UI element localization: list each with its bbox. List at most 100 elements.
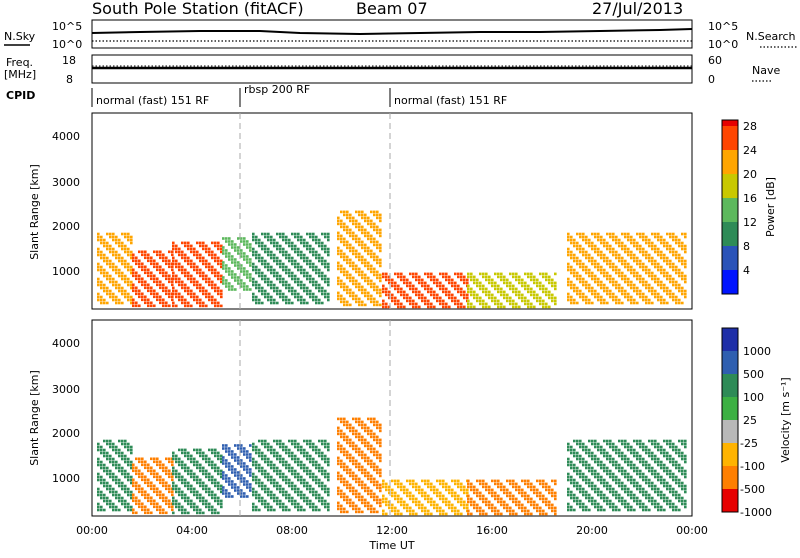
power-scatter	[97, 210, 687, 309]
cpid-segment-3: normal (fast) 151 RF	[394, 94, 507, 107]
power-cbar-8: 8	[743, 240, 750, 253]
velocity-ytick-4000: 4000	[52, 337, 80, 350]
x-axis-label: Time UT	[368, 539, 414, 552]
velocity-cbar-25: 25	[743, 414, 757, 427]
velocity-colorbar-4	[722, 420, 738, 443]
power-cbar-20: 20	[743, 168, 757, 181]
power-ylabel: Slant Range [km]	[28, 164, 41, 260]
power-colorbar-3	[722, 198, 738, 222]
power-cbar-16: 16	[743, 192, 757, 205]
xtick-2000: 20:00	[576, 524, 608, 537]
power-colorbar-1	[722, 246, 738, 270]
velocity-ytick-2000: 2000	[52, 427, 80, 440]
power-colorbar-2	[722, 222, 738, 246]
nsky-label: N.Sky	[4, 30, 36, 43]
velocity-cbar-500: 500	[743, 368, 764, 381]
cpid-bar: CPID normal (fast) 151 RF rbsp 200 RF no…	[6, 83, 507, 107]
power-colorbar-7	[722, 120, 738, 126]
velocity-region-2	[172, 448, 223, 515]
power-region-7	[467, 272, 557, 309]
power-colorbar-6	[722, 126, 738, 150]
cpid-segment-1: normal (fast) 151 RF	[96, 94, 209, 107]
noise-left-tick-top: 10^5	[52, 20, 82, 33]
velocity-cbar-neg1000: -1000	[740, 506, 772, 519]
velocity-colorbar-2	[722, 374, 738, 397]
velocity-ytick-3000: 3000	[52, 383, 80, 396]
power-ytick-1000: 1000	[52, 265, 80, 278]
velocity-region-6	[382, 479, 469, 516]
velocity-colorbar-3	[722, 397, 738, 420]
velocity-region-4	[252, 439, 330, 512]
noise-right-tick-top: 10^5	[708, 20, 738, 33]
power-region-6	[382, 272, 469, 309]
power-ytick-3000: 3000	[52, 176, 80, 189]
power-region-3	[222, 237, 252, 291]
xtick-1200: 12:00	[376, 524, 408, 537]
power-region-2	[172, 241, 223, 308]
freq-unit-label: [MHz]	[4, 68, 36, 81]
freq-tick-bottom: 8	[66, 73, 73, 86]
nsearch-label: N.Search	[746, 30, 796, 43]
freq-tick-top: 18	[62, 54, 76, 67]
velocity-region-5	[337, 417, 382, 514]
beam-label: Beam 07	[356, 0, 428, 18]
velocity-colorbar-5	[722, 443, 738, 466]
velocity-region-8	[567, 439, 687, 512]
power-region-8	[567, 232, 687, 305]
velocity-region-7	[467, 479, 557, 516]
x-axis: 00:00 04:00 08:00 12:00 16:00 20:00 00:0…	[76, 524, 708, 552]
velocity-panel: 1000 2000 3000 4000 Slant Range [km]	[28, 319, 693, 517]
nave-tick-top: 60	[708, 54, 722, 67]
velocity-colorbar-6	[722, 466, 738, 489]
velocity-cbar-neg25: -25	[740, 437, 758, 450]
velocity-colorbar-7	[722, 489, 738, 512]
power-region-4	[252, 232, 330, 305]
velocity-region-0	[97, 439, 133, 512]
power-cbar-24: 24	[743, 144, 757, 157]
power-ytick-2000: 2000	[52, 220, 80, 233]
xtick-2400: 00:00	[676, 524, 708, 537]
station-title: South Pole Station (fitACF)	[92, 0, 304, 18]
power-cbar-4: 4	[743, 264, 750, 277]
velocity-region-1	[132, 457, 174, 515]
noise-right-tick-bottom: 10^0	[708, 38, 738, 51]
velocity-ytick-1000: 1000	[52, 472, 80, 485]
power-region-5	[337, 210, 382, 307]
velocity-panel-frame	[91, 319, 693, 517]
power-cbar-28: 28	[743, 120, 757, 133]
xtick-1600: 16:00	[476, 524, 508, 537]
xtick-0400: 04:00	[176, 524, 208, 537]
cpid-segment-2: rbsp 200 RF	[244, 83, 310, 96]
velocity-cbar-label: Velocity [m s⁻¹]	[779, 377, 792, 462]
velocity-colorbar: 1000 500 100 25 -25 -100 -500 -1000 Velo…	[721, 327, 792, 519]
power-colorbar-4	[722, 174, 738, 198]
cpid-label: CPID	[6, 89, 35, 102]
nsky-trace	[91, 28, 693, 36]
power-panel: 1000 2000 3000 4000 Slant Range [km]	[28, 112, 693, 310]
velocity-colorbar-0	[722, 328, 738, 351]
power-ytick-4000: 4000	[52, 130, 80, 143]
velocity-region-3	[222, 444, 252, 498]
nave-tick-bottom: 0	[708, 73, 715, 86]
date-label: 27/Jul/2013	[592, 0, 683, 18]
velocity-cbar-100: 100	[743, 391, 764, 404]
velocity-scatter	[97, 417, 687, 516]
power-colorbar: 4 8 12 16 20 24 28 Power [dB]	[721, 119, 777, 295]
nave-label: Nave	[752, 64, 780, 77]
velocity-cbar-1000: 1000	[743, 345, 771, 358]
power-cbar-label: Power [dB]	[764, 177, 777, 237]
noise-panel: N.Sky 10^5 10^0 10^5 10^0 N.Search	[4, 19, 798, 51]
velocity-ylabel: Slant Range [km]	[28, 370, 41, 466]
velocity-colorbar-1	[722, 351, 738, 374]
power-colorbar-0	[722, 270, 738, 294]
xtick-0000: 00:00	[76, 524, 108, 537]
xtick-0800: 08:00	[276, 524, 308, 537]
velocity-cbar-neg100: -100	[740, 460, 765, 473]
power-region-0	[97, 232, 133, 305]
freq-label: Freq.	[6, 56, 33, 69]
power-colorbar-5	[722, 150, 738, 174]
freq-panel: Freq. [MHz] 18 8 60 0 Nave	[4, 54, 780, 86]
power-cbar-12: 12	[743, 216, 757, 229]
velocity-cbar-neg500: -500	[740, 483, 765, 496]
